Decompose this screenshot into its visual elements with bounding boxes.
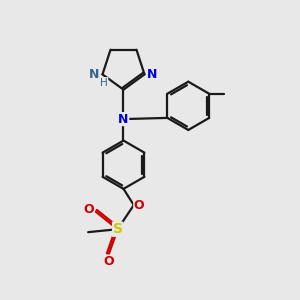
Text: H: H xyxy=(100,78,108,88)
Text: O: O xyxy=(103,255,114,268)
Text: O: O xyxy=(134,199,144,212)
Text: O: O xyxy=(84,203,94,216)
Text: N: N xyxy=(118,112,129,126)
Text: N: N xyxy=(147,68,158,81)
Text: N: N xyxy=(89,68,99,81)
Text: S: S xyxy=(112,222,123,236)
